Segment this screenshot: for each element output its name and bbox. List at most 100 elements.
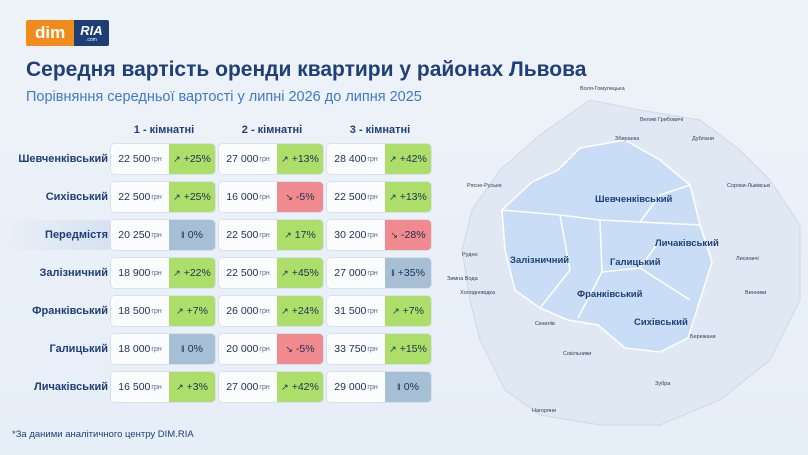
price-number: 22 500	[118, 191, 151, 203]
arrow-up-icon: ↗	[392, 305, 400, 316]
change-badge: ↘ -5%	[277, 334, 323, 364]
price-cell: 18 500 грн ↗ +7%	[111, 296, 215, 326]
change-value: +35%	[397, 267, 425, 279]
arrow-up-icon: ↗	[389, 153, 397, 164]
map-label-sykhivskyi: Сихівський	[634, 317, 688, 328]
map-suburb: Скнилів	[535, 321, 555, 327]
price-number: 22 500	[226, 267, 259, 279]
change-value: 0%	[403, 381, 419, 393]
price-value: 22 500 грн	[111, 144, 169, 174]
change-value: -5%	[295, 343, 315, 355]
price-value: 29 000 грн	[327, 372, 385, 402]
change-value: +15%	[399, 343, 427, 355]
change-value: +42%	[291, 381, 319, 393]
row-highlight	[0, 220, 110, 250]
change-value: +13%	[291, 153, 319, 165]
district-label: Сихівський	[45, 191, 108, 203]
price-value: 18 900 грн	[111, 258, 169, 288]
map-suburb: Нагоряни	[532, 408, 556, 414]
column-header: 1 - кімнатні	[133, 124, 195, 136]
currency-label: грн	[259, 383, 270, 391]
change-badge: ↘ -28%	[385, 220, 431, 250]
price-value: 26 000 грн	[219, 296, 277, 326]
price-value: 20 000 грн	[219, 334, 277, 364]
change-value: +7%	[402, 305, 424, 317]
currency-label: грн	[151, 269, 162, 277]
currency-label: грн	[151, 193, 162, 201]
price-value: 27 000 грн	[219, 144, 277, 174]
price-cell: 18 000 грн ‖ 0%	[111, 334, 215, 364]
currency-label: грн	[259, 231, 270, 239]
price-value: 33 750 грн	[327, 334, 385, 364]
price-cell: 18 900 грн ↗ +22%	[111, 258, 215, 288]
map-suburb: Сокільники	[563, 351, 591, 357]
arrow-up-icon: ↗	[281, 305, 289, 316]
change-badge: ↗ +25%	[169, 182, 215, 212]
arrow-up-icon: ↗	[176, 381, 184, 392]
price-number: 18 900	[118, 267, 151, 279]
map-label-zaliznychnyi: Залізничний	[510, 255, 569, 266]
district-label: Франківський	[32, 305, 108, 317]
price-cell: 26 000 грн ↗ +24%	[219, 296, 323, 326]
logo-ria: RIA .com	[74, 20, 109, 46]
arrow-up-icon: ↗	[173, 191, 181, 202]
price-value: 27 000 грн	[219, 372, 277, 402]
currency-label: грн	[367, 307, 378, 315]
logo-ria-text: RIA	[80, 22, 103, 38]
price-number: 20 000	[226, 343, 259, 355]
arrow-up-icon: ↗	[281, 153, 289, 164]
price-number: 18 000	[118, 343, 151, 355]
price-value: 30 200 грн	[327, 220, 385, 250]
change-value: 0%	[187, 343, 203, 355]
price-value: 22 500 грн	[219, 220, 277, 250]
change-value: 0%	[187, 229, 203, 241]
price-number: 33 750	[334, 343, 367, 355]
arrow-up-icon: ↗	[284, 229, 292, 240]
currency-label: грн	[259, 269, 270, 277]
price-number: 20 250	[118, 229, 151, 241]
change-value: +7%	[186, 305, 208, 317]
map-suburb: Воля-Гомулецька	[580, 86, 626, 92]
arrow-down-icon: ↘	[285, 191, 293, 202]
currency-label: грн	[367, 231, 378, 239]
price-number: 29 000	[334, 381, 367, 393]
change-badge: ‖ 0%	[169, 334, 215, 364]
currency-label: грн	[367, 383, 378, 391]
price-value: 31 500 грн	[327, 296, 385, 326]
map-label-lychakivskyi: Личаківський	[655, 238, 719, 249]
price-number: 22 500	[334, 191, 367, 203]
arrow-up-icon: ↗	[281, 381, 289, 392]
currency-label: грн	[367, 193, 378, 201]
currency-label: грн	[151, 307, 162, 315]
map-suburb: Зубра	[655, 381, 671, 387]
pause-icon: ‖	[181, 230, 185, 240]
price-cell: 33 750 грн ↗ +15%	[327, 334, 431, 364]
arrow-up-icon: ↗	[173, 153, 181, 164]
change-value: 17%	[294, 229, 316, 241]
arrow-up-icon: ↗	[176, 305, 184, 316]
currency-label: грн	[367, 345, 378, 353]
price-number: 22 500	[226, 229, 259, 241]
change-badge: ‖ 0%	[169, 220, 215, 250]
currency-label: грн	[367, 269, 378, 277]
footnote: *За даними аналітичного центру DIM.RIA	[12, 429, 194, 440]
currency-label: грн	[259, 345, 270, 353]
price-number: 16 000	[226, 191, 259, 203]
change-value: +13%	[399, 191, 427, 203]
price-value: 22 500 грн	[219, 258, 277, 288]
price-value: 28 400 грн	[327, 144, 385, 174]
map-label-frankivskyi: Франківський	[577, 289, 643, 300]
district-label: Передмістя	[45, 229, 108, 241]
change-badge: ↗ +13%	[277, 144, 323, 174]
arrow-down-icon: ↘	[285, 343, 293, 354]
logo-dim: dim	[26, 20, 75, 46]
change-badge: ↗ +42%	[277, 372, 323, 402]
change-badge: ↗ +3%	[169, 372, 215, 402]
change-value: +45%	[291, 267, 319, 279]
price-value: 18 000 грн	[111, 334, 169, 364]
arrow-up-icon: ↗	[389, 343, 397, 354]
price-number: 27 000	[334, 267, 367, 279]
change-badge: ‖ 0%	[385, 372, 431, 402]
map-suburb: Рясне-Руське	[467, 183, 502, 189]
map-suburb: Лисиничі	[736, 256, 759, 262]
